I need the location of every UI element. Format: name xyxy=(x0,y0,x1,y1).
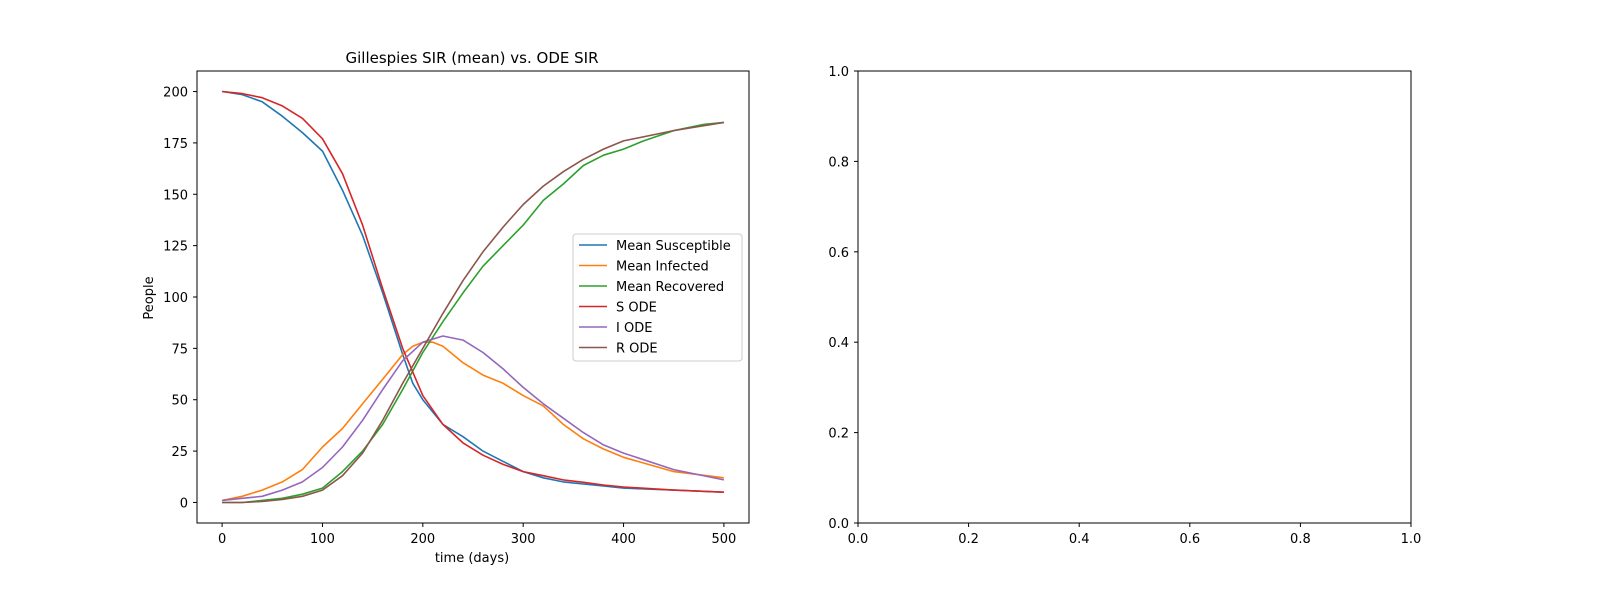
x-tick-label: 0.6 xyxy=(1179,532,1200,547)
x-ticks-2: 0.0 0.2 0.4 0.6 0.8 1.0 xyxy=(848,523,1422,547)
legend-label: Mean Infected xyxy=(616,260,709,275)
legend-box xyxy=(572,233,743,362)
y-ticks-2: 0.0 0.2 0.4 0.6 0.8 1.0 xyxy=(828,65,858,532)
x-tick-label: 0.0 xyxy=(848,532,869,547)
x-axis-label: time (days) xyxy=(435,551,509,566)
mean-susceptible-line xyxy=(221,90,724,493)
y-tick-label: 50 xyxy=(171,394,188,409)
x-tick-label: 300 xyxy=(511,532,536,547)
legend-label: S ODE xyxy=(616,301,657,316)
x-tick-label: 200 xyxy=(410,532,435,547)
plot-frame-2 xyxy=(857,70,1412,524)
y-tick-label: 175 xyxy=(163,137,188,152)
y-tick-label: 0.8 xyxy=(828,155,849,170)
y-tick-label: 25 xyxy=(171,445,188,460)
y-axis-label: People xyxy=(142,276,157,319)
y-tick-label: 0.4 xyxy=(828,336,849,351)
x-tick-label: 0.8 xyxy=(1290,532,1311,547)
y-tick-label: 200 xyxy=(163,86,188,101)
y-tick-label: 75 xyxy=(171,342,188,357)
y-tick-label: 0.6 xyxy=(828,246,849,261)
chart-title: Gillespies SIR (mean) vs. ODE SIR xyxy=(345,49,598,67)
i-ode-line xyxy=(222,335,725,502)
legend-label: Mean Susceptible xyxy=(616,239,731,254)
sir-chart: Gillespies SIR (mean) vs. ODE SIR 0 100 20… xyxy=(142,49,750,566)
x-tick-label: 100 xyxy=(310,532,335,547)
mean-infected-line xyxy=(221,341,724,502)
y-tick-label: 1.0 xyxy=(828,65,849,80)
x-tick-label: 0.2 xyxy=(958,532,979,547)
legend-label: I ODE xyxy=(616,321,652,336)
legend-label: R ODE xyxy=(616,342,658,357)
x-tick-label: 1.0 xyxy=(1401,532,1422,547)
y-tick-label: 0 xyxy=(180,496,188,511)
plot-lines xyxy=(221,90,725,504)
empty-chart: 0.0 0.2 0.4 0.6 0.8 1.0 0.0 0.2 0.4 0.6 0.8 1.0 xyxy=(828,65,1421,547)
y-tick-label: 150 xyxy=(163,188,188,203)
mean-recovered-line xyxy=(222,121,724,504)
s-ode-line xyxy=(222,90,724,493)
x-ticks: 0 100 200 300 400 500 xyxy=(218,523,736,547)
r-ode-line xyxy=(222,121,725,504)
x-tick-label: 0.4 xyxy=(1069,532,1090,547)
legend-label: Mean Recovered xyxy=(616,280,724,295)
y-tick-label: 125 xyxy=(163,240,188,255)
y-tick-label: 0.2 xyxy=(828,427,849,442)
y-tick-label: 0.0 xyxy=(828,517,849,532)
x-tick-label: 0 xyxy=(218,532,226,547)
y-tick-label: 100 xyxy=(163,291,188,306)
legend: Mean Susceptible Mean Infected Mean Recove… xyxy=(572,233,743,362)
x-tick-label: 400 xyxy=(611,532,636,547)
x-tick-label: 500 xyxy=(711,532,736,547)
y-ticks: 0 25 50 75 100 125 150 175 200 xyxy=(163,86,197,511)
